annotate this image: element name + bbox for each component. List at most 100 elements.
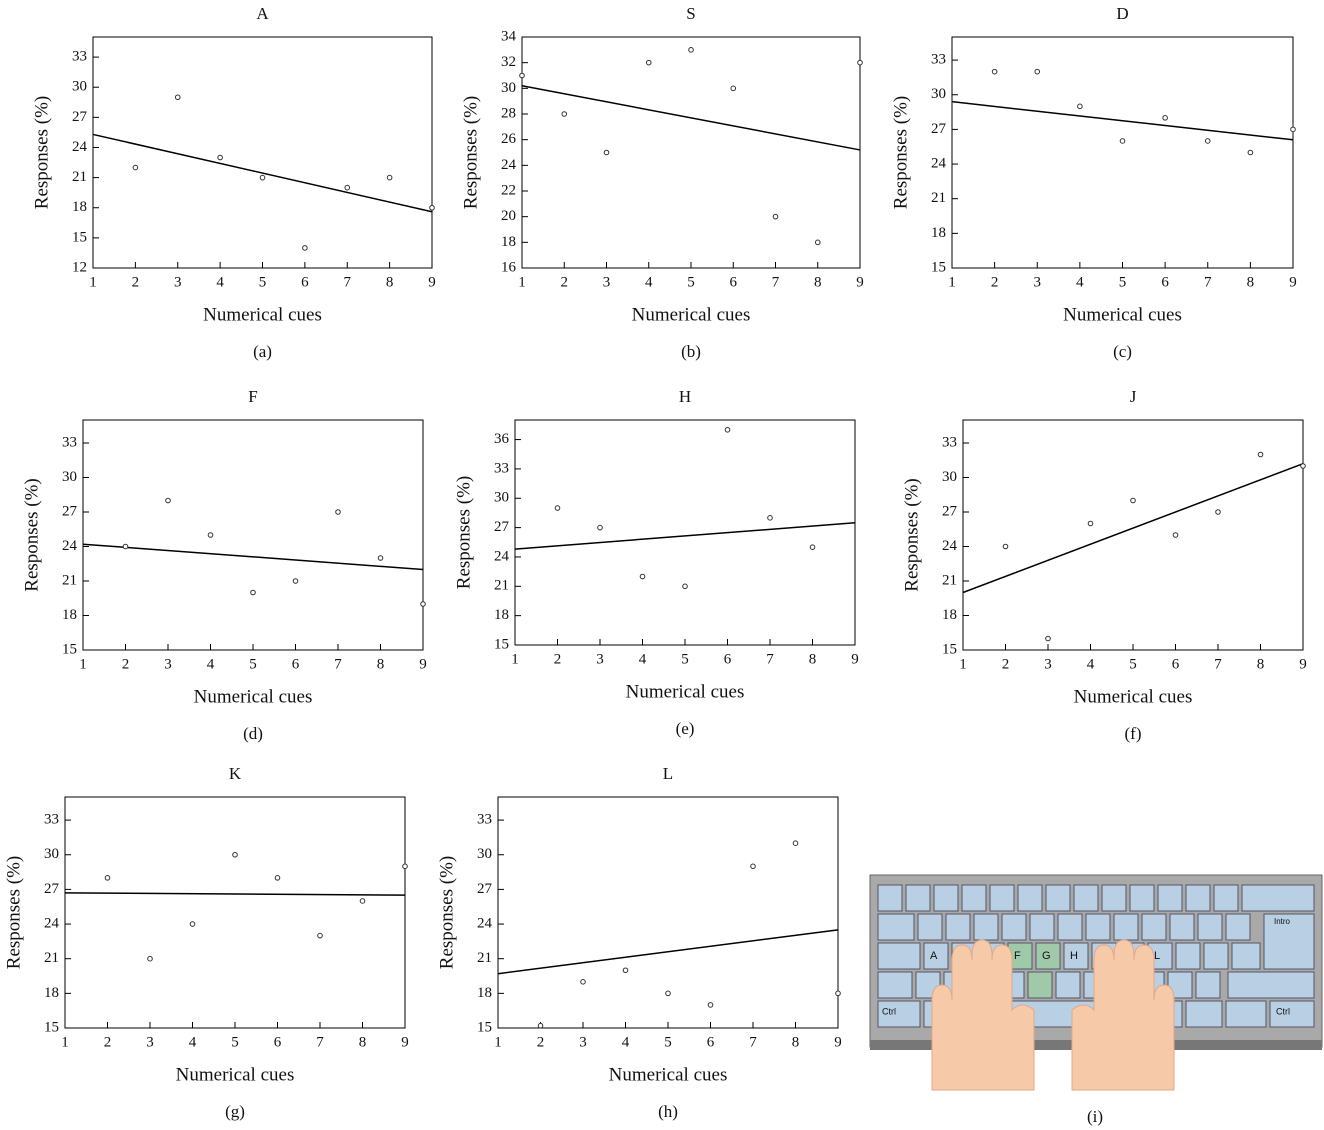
plot-frame bbox=[82, 419, 424, 651]
y-tick-label: 15 bbox=[931, 259, 946, 275]
y-axis-label: Responses (%) bbox=[460, 96, 481, 209]
chart-title: J bbox=[1130, 387, 1137, 406]
data-point bbox=[519, 72, 525, 79]
x-tick-label: 9 bbox=[1289, 274, 1297, 290]
data-point bbox=[386, 174, 393, 181]
y-axis-label: Responses (%) bbox=[901, 478, 922, 591]
data-point bbox=[645, 59, 652, 66]
data-point bbox=[189, 921, 196, 927]
key-label: H bbox=[1070, 950, 1078, 962]
x-tick-label: 1 bbox=[511, 651, 519, 667]
x-tick-label: 2 bbox=[122, 656, 130, 672]
key-label: Ctrl bbox=[1276, 1006, 1290, 1016]
data-point bbox=[1300, 463, 1306, 469]
x-tick-label: 3 bbox=[164, 656, 172, 672]
x-tick-label: 4 bbox=[622, 1034, 630, 1050]
y-tick-label: 15 bbox=[72, 229, 87, 245]
y-axis-label: Responses (%) bbox=[3, 856, 24, 969]
data-point bbox=[1162, 115, 1168, 121]
x-tick-label: 1 bbox=[61, 1034, 69, 1050]
data-point bbox=[707, 1002, 714, 1008]
x-tick-label: 6 bbox=[301, 274, 309, 290]
data-point bbox=[1204, 138, 1211, 144]
x-tick-label: 3 bbox=[1044, 656, 1052, 672]
key-label: G bbox=[1042, 950, 1051, 962]
data-point bbox=[554, 505, 561, 511]
x-tick-label: 7 bbox=[749, 1034, 757, 1050]
data-point bbox=[1002, 543, 1009, 550]
y-tick-label: 26 bbox=[501, 131, 517, 147]
data-point bbox=[429, 204, 435, 211]
y-axis-label: Responses (%) bbox=[436, 856, 457, 969]
y-tick-label: 18 bbox=[477, 985, 492, 1001]
x-tick-label: 5 bbox=[231, 1034, 239, 1050]
data-point bbox=[232, 851, 238, 858]
data-point bbox=[377, 555, 384, 561]
x-tick-label: 1 bbox=[79, 656, 87, 672]
data-point bbox=[359, 898, 366, 904]
x-tick-label: 5 bbox=[664, 1034, 672, 1050]
y-tick-label: 18 bbox=[62, 607, 77, 623]
key-label: L bbox=[1154, 950, 1160, 962]
x-tick-label: 9 bbox=[428, 274, 436, 290]
data-point bbox=[132, 164, 139, 171]
y-tick-label: 15 bbox=[477, 1019, 492, 1035]
data-point bbox=[580, 979, 586, 985]
y-tick-label: 33 bbox=[942, 434, 957, 450]
panel-caption: (c) bbox=[1113, 342, 1132, 361]
y-tick-label: 30 bbox=[477, 846, 492, 862]
x-tick-label: 7 bbox=[344, 274, 352, 290]
x-tick-label: 2 bbox=[132, 274, 140, 290]
trend-line bbox=[951, 100, 1294, 141]
chart-title: F bbox=[248, 387, 257, 406]
x-tick-label: 9 bbox=[401, 1034, 409, 1050]
plot-frame bbox=[514, 419, 856, 646]
x-tick-label: 4 bbox=[216, 274, 224, 290]
x-tick-label: 3 bbox=[579, 1034, 587, 1050]
y-tick-label: 33 bbox=[931, 52, 946, 68]
chart-title: L bbox=[663, 764, 673, 783]
y-tick-label: 21 bbox=[72, 169, 87, 185]
chart-title: S bbox=[686, 4, 695, 23]
data-point bbox=[174, 94, 181, 101]
data-point bbox=[217, 154, 223, 161]
x-tick-label: 3 bbox=[1034, 274, 1042, 290]
x-axis-label: Numerical cues bbox=[1074, 686, 1193, 707]
x-tick-label: 1 bbox=[518, 274, 526, 290]
y-tick-label: 27 bbox=[494, 519, 510, 535]
data-point bbox=[991, 68, 998, 75]
x-tick-label: 9 bbox=[1299, 656, 1307, 672]
data-point bbox=[1130, 497, 1136, 504]
y-tick-label: 24 bbox=[942, 538, 958, 554]
y-tick-label: 24 bbox=[72, 139, 88, 155]
x-tick-label: 5 bbox=[259, 274, 267, 290]
key-label: Ctrl bbox=[882, 1006, 896, 1016]
y-tick-label: 15 bbox=[942, 641, 957, 657]
x-tick-label: 6 bbox=[1172, 656, 1180, 672]
trend-line bbox=[962, 462, 1304, 594]
x-axis-label: Numerical cues bbox=[609, 1064, 728, 1085]
x-tick-label: 6 bbox=[730, 274, 738, 290]
y-tick-label: 27 bbox=[62, 503, 78, 519]
data-point bbox=[1119, 138, 1126, 144]
trend-line bbox=[514, 521, 856, 550]
x-tick-label: 6 bbox=[292, 656, 300, 672]
data-point bbox=[857, 59, 863, 66]
data-point bbox=[274, 875, 281, 881]
y-tick-label: 36 bbox=[494, 431, 510, 447]
x-tick-label: 7 bbox=[772, 274, 780, 290]
data-point bbox=[682, 583, 688, 590]
plot-frame bbox=[92, 36, 433, 269]
x-tick-label: 1 bbox=[959, 656, 967, 672]
y-axis-label: Responses (%) bbox=[453, 476, 474, 589]
panel-caption: (f) bbox=[1125, 724, 1142, 743]
x-tick-label: 3 bbox=[603, 274, 611, 290]
plot-frame bbox=[951, 36, 1294, 269]
x-tick-label: 3 bbox=[596, 651, 604, 667]
data-point bbox=[665, 990, 671, 997]
y-tick-label: 15 bbox=[494, 636, 509, 652]
x-tick-label: 4 bbox=[1087, 656, 1095, 672]
x-tick-label: 4 bbox=[645, 274, 653, 290]
trend-line bbox=[92, 133, 433, 213]
y-tick-label: 30 bbox=[931, 86, 946, 102]
